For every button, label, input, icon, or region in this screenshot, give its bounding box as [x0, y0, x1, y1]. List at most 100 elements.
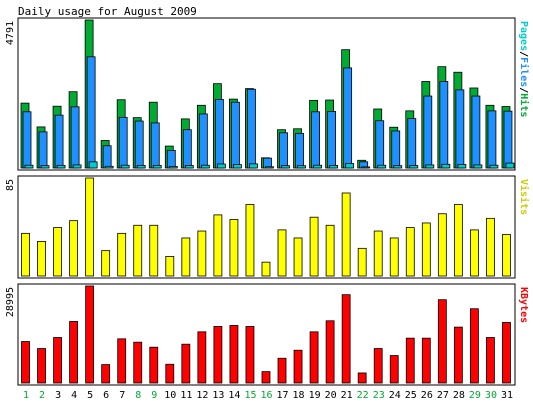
legend-label: Pages — [518, 21, 529, 51]
visits-bar — [357, 247, 367, 277]
pages-bar — [329, 164, 339, 169]
files-bar — [295, 133, 304, 169]
visits-bar — [181, 237, 191, 277]
kbytes-bar — [181, 343, 191, 384]
visits-bar — [453, 204, 463, 277]
visits-bar — [101, 250, 111, 277]
kbytes-bar — [437, 299, 447, 384]
day-tick-label: 19 — [309, 390, 321, 401]
day-tick-label: 23 — [373, 390, 385, 401]
files-bar — [407, 118, 417, 169]
pages-bar — [88, 161, 98, 169]
day-tick-label: 6 — [103, 390, 109, 401]
visits-bar — [437, 213, 447, 277]
kbytes-bar — [149, 346, 159, 384]
files-bar — [391, 130, 401, 169]
kbytes-bar — [389, 355, 399, 384]
files-bar — [150, 122, 160, 169]
kbytes-bar — [486, 337, 495, 384]
legend-label: Hits — [518, 93, 530, 117]
kbytes-bar — [453, 326, 463, 384]
files-bar — [118, 116, 128, 169]
pages-bar — [393, 165, 403, 169]
visits-bar — [229, 219, 239, 277]
kbytes-bar — [421, 337, 431, 384]
day-tick-label: 7 — [119, 390, 125, 401]
pages-bar — [313, 164, 322, 169]
day-tick-label: 22 — [357, 390, 369, 401]
panel-max-label-top: 4791 — [5, 21, 16, 45]
panel-legend-bottom: KBytes — [518, 287, 529, 323]
files-bar — [231, 101, 240, 169]
visits-bar — [197, 230, 207, 277]
panel-legend-middle: Visits — [518, 179, 530, 215]
kbytes-bar — [325, 320, 335, 384]
day-tick-label: 20 — [325, 390, 337, 401]
visits-bar — [405, 227, 415, 277]
kbytes-bar — [245, 326, 255, 384]
kbytes-bar — [21, 341, 30, 384]
day-tick-label: 27 — [437, 390, 449, 401]
kbytes-bar — [357, 372, 367, 384]
pages-bar — [104, 165, 114, 169]
visits-bar — [309, 216, 319, 277]
visits-bar — [85, 177, 95, 277]
day-tick-label: 25 — [405, 390, 417, 401]
visits-bar — [69, 220, 78, 277]
visits-bar — [341, 192, 351, 277]
pages-bar — [441, 163, 451, 169]
kbytes-bar — [69, 321, 78, 384]
day-tick-label: 1 — [23, 390, 29, 401]
visits-bar — [117, 232, 127, 277]
files-bar — [343, 67, 353, 169]
visits-bar — [373, 230, 383, 277]
day-tick-label: 28 — [453, 390, 465, 401]
visits-bar — [293, 237, 303, 277]
visits-bar — [277, 229, 287, 277]
pages-bar — [200, 164, 210, 169]
files-bar — [38, 131, 48, 169]
pages-bar — [377, 164, 387, 169]
legend-label: Visits — [518, 179, 530, 215]
panel-frame-bottom — [17, 283, 516, 386]
legend-label: / — [518, 51, 529, 57]
pages-bar — [72, 164, 82, 169]
visits-bar — [325, 224, 335, 277]
kbytes-bar — [373, 348, 383, 384]
pages-bar — [152, 164, 162, 169]
day-tick-label: 9 — [151, 390, 157, 401]
day-tick-label: 31 — [501, 390, 513, 401]
visits-bar — [389, 237, 399, 277]
day-tick-label: 24 — [389, 390, 401, 401]
day-tick-label: 30 — [485, 390, 497, 401]
day-tick-label: 13 — [212, 390, 224, 401]
day-tick-label: 11 — [180, 390, 192, 401]
pages-bar — [184, 165, 194, 169]
pages-bar — [24, 164, 34, 169]
visits-bar — [133, 224, 143, 277]
kbytes-bar — [277, 357, 287, 384]
pages-bar — [265, 166, 274, 169]
day-tick-label: 3 — [55, 390, 61, 401]
kbytes-bar — [213, 326, 223, 384]
pages-bar — [489, 164, 499, 169]
visits-bar — [149, 224, 159, 277]
kbytes-bar — [309, 331, 319, 384]
files-bar — [375, 120, 385, 169]
pages-bar — [457, 164, 467, 169]
kbytes-bar — [165, 363, 175, 384]
visits-bar — [245, 204, 255, 277]
files-bar — [102, 145, 112, 169]
visits-bar — [53, 227, 62, 277]
kbytes-bar — [117, 338, 127, 384]
day-tick-label: 18 — [293, 390, 305, 401]
files-bar — [327, 111, 337, 169]
day-tick-label: 29 — [469, 390, 481, 401]
pages-bar — [56, 164, 66, 169]
pages-bar — [345, 163, 355, 169]
pages-bar — [409, 165, 419, 169]
visits-bar — [37, 241, 46, 277]
files-bar — [279, 132, 288, 169]
kbytes-bar — [261, 371, 271, 384]
